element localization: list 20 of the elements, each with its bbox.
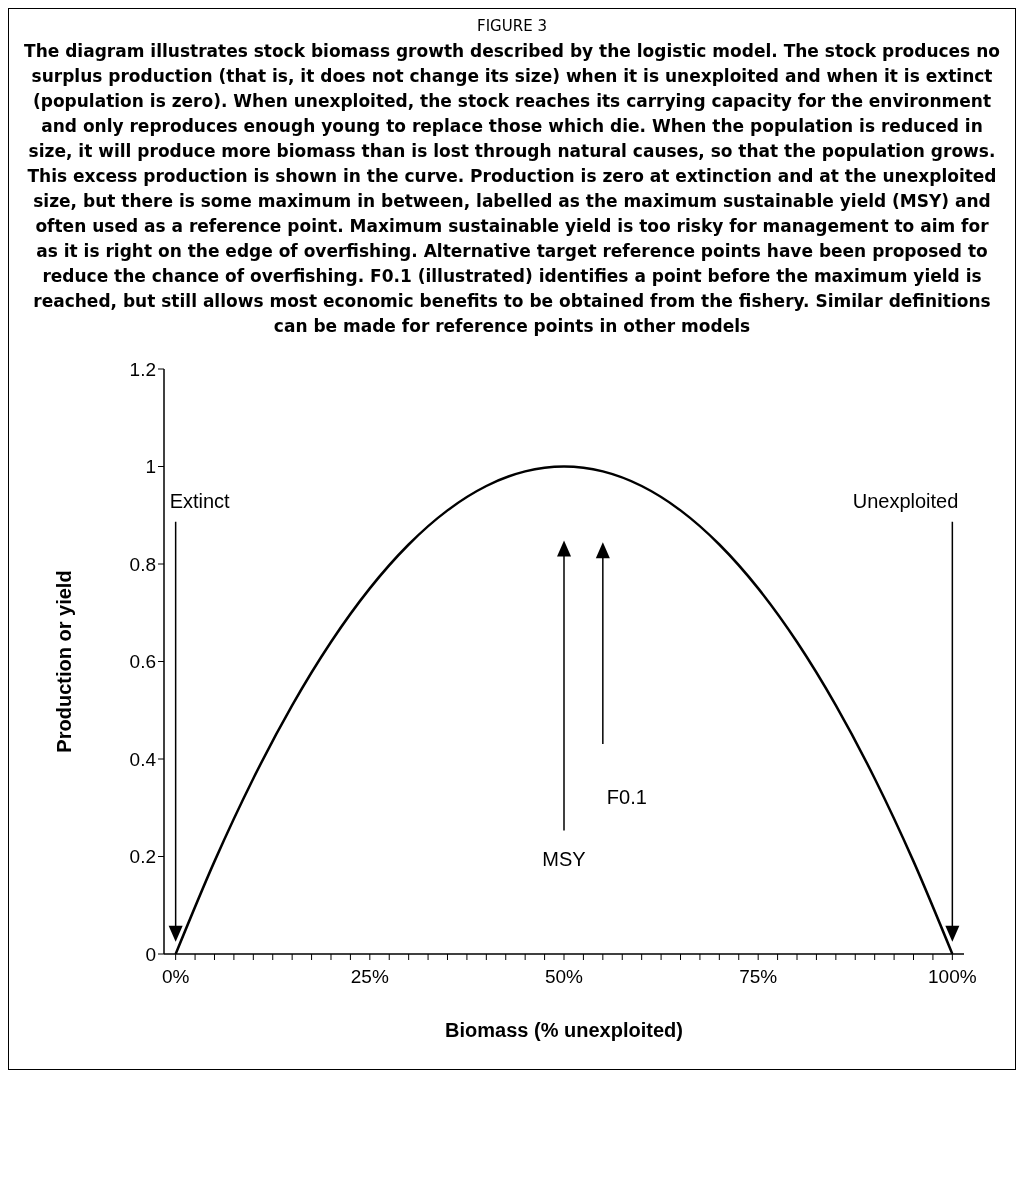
chart-title: FIGURE 3 bbox=[476, 17, 548, 35]
y-tick-label: 0.2 bbox=[129, 846, 156, 868]
y-axis-title: Production or yield bbox=[53, 570, 76, 753]
x-tick-label: 100% bbox=[928, 966, 977, 988]
y-tick-label: 0 bbox=[145, 943, 156, 965]
x-tick-label: 50% bbox=[544, 966, 584, 988]
y-tick-label: 1 bbox=[145, 456, 156, 478]
ref-line-label: Unexploited bbox=[852, 489, 959, 512]
y-tick-label: 0.6 bbox=[129, 651, 156, 673]
y-tick-label: 0.4 bbox=[129, 748, 157, 770]
ref-line-label: MSY bbox=[542, 848, 586, 871]
text: The diagram illustrates stock biomass growth described by the logistic model. The stock produces no surplus production (that is, it does not change its size) when it is unexploited and when it is extinct (population is zero). When unexploited, the stock reaches its carrying capacity for the environment and only reproduces enough young to replace those which die. When the population is reduced in size, it will produce more biomass than is lost through natural causes, so that the population grows. This excess production is shown in the curve. Production is zero at extinction and at the unexploited size, but there is some maximum in between, labelled as the maximum sustainable yield (MSY) and often used as a reference point. Maximum sustainable yield is too risky for management to aim for as it is right on the edge of overfishing. Alternative target reference points have been proposed to reduce the chance of overfishing. F0.1 (illustrated) identifies a point before the maximum yield is reached, but still allows most economic benefits to be obtained from the fishery. Similar definitions can be made for reference points in other models bbox=[24, 41, 1000, 336]
x-tick-label: 0% bbox=[161, 966, 190, 988]
y-tick-label: 0.8 bbox=[129, 553, 156, 575]
x-axis-title: Biomass (% unexploited) bbox=[445, 1019, 683, 1041]
ref-line-label: Extinct bbox=[169, 489, 231, 512]
x-tick-label: 25% bbox=[350, 966, 389, 988]
ref-line-label: F0.1 bbox=[606, 786, 647, 809]
x-tick-label: 75% bbox=[739, 966, 778, 988]
y-tick-label: 1.2 bbox=[129, 358, 156, 380]
